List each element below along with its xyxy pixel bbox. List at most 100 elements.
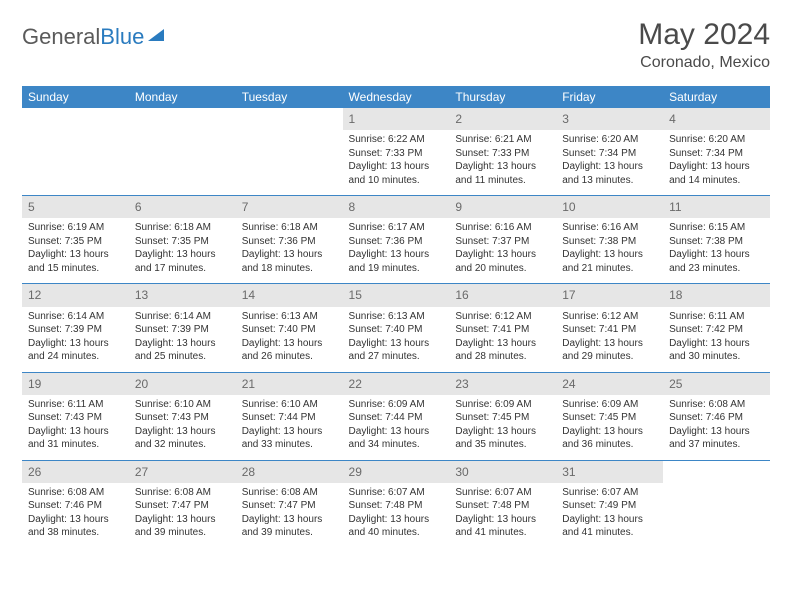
calendar-day-cell: 14Sunrise: 6:13 AMSunset: 7:40 PMDayligh… [236,284,343,372]
calendar-day-cell: 15Sunrise: 6:13 AMSunset: 7:40 PMDayligh… [343,284,450,372]
daylight-line: Daylight: 13 hours and 30 minutes. [669,337,764,364]
day-number: 27 [129,461,236,483]
calendar-day-cell: 30 Sunrise: 6:07 AMSunset: 7:48 PMDayligh… [449,460,556,548]
daylight-line: Daylight: 13 hours and 40 minutes. [349,513,444,540]
col-thursday: Thursday [449,86,556,108]
sunrise-line: Sunrise: 6:21 AM [455,133,550,147]
sunrise-line: Sunrise: 6:10 AM [242,398,337,412]
day-number: 5 [22,196,129,218]
daylight-line: Daylight: 13 hours and 37 minutes. [669,425,764,452]
daylight-line: Daylight: 13 hours and 11 minutes. [455,160,550,187]
sunset-line: Sunset: 7:41 PM [562,323,657,337]
sunset-line: Sunset: 7:39 PM [28,323,123,337]
calendar-day-cell: 28Sunrise: 6:08 AMSunset: 7:47 PMDayligh… [236,460,343,548]
logo: GeneralBlue [22,18,164,50]
day-number: 25 [663,373,770,395]
day-number: 30 [449,461,556,483]
calendar-day-cell: 5Sunrise: 6:19 AMSunset: 7:35 PMDaylight… [22,196,129,284]
day-number: 16 [449,284,556,306]
calendar-week-row: 1Sunrise: 6:22 AMSunset: 7:33 PMDaylight… [22,108,770,196]
logo-text: GeneralBlue [22,24,144,50]
daylight-line: Daylight: 13 hours and 33 minutes. [242,425,337,452]
daylight-line: Daylight: 13 hours and 31 minutes. [28,425,123,452]
sunrise-line: Sunrise: 6:12 AM [562,310,657,324]
calendar-day-cell: 18Sunrise: 6:11 AMSunset: 7:42 PMDayligh… [663,284,770,372]
daylight-line: Daylight: 13 hours and 21 minutes. [562,248,657,275]
day-number: 19 [22,373,129,395]
calendar-header-row: Sunday Monday Tuesday Wednesday Thursday… [22,86,770,108]
sunrise-line: Sunrise: 6:10 AM [135,398,230,412]
day-number: 3 [556,108,663,130]
daylight-line: Daylight: 13 hours and 13 minutes. [562,160,657,187]
day-number: 18 [663,284,770,306]
daylight-line: Daylight: 13 hours and 20 minutes. [455,248,550,275]
col-saturday: Saturday [663,86,770,108]
calendar-day-cell: 13Sunrise: 6:14 AMSunset: 7:39 PMDayligh… [129,284,236,372]
calendar-day-cell: 22Sunrise: 6:09 AMSunset: 7:44 PMDayligh… [343,372,450,460]
calendar-day-cell: 8Sunrise: 6:17 AMSunset: 7:36 PMDaylight… [343,196,450,284]
sunrise-line: Sunrise: 6:08 AM [28,486,123,500]
sunset-line: Sunset: 7:44 PM [349,411,444,425]
sunrise-line: Sunrise: 6:07 AM [562,486,657,500]
daylight-line: Daylight: 13 hours and 24 minutes. [28,337,123,364]
sunrise-line: Sunrise: 6:08 AM [242,486,337,500]
sunset-line: Sunset: 7:37 PM [455,235,550,249]
sunset-line: Sunset: 7:34 PM [669,147,764,161]
day-number: 17 [556,284,663,306]
sunrise-line: Sunrise: 6:18 AM [242,221,337,235]
logo-triangle-icon [148,29,164,41]
calendar-week-row: 26Sunrise: 6:08 AMSunset: 7:46 PMDayligh… [22,460,770,548]
page-title: May 2024 [638,18,770,52]
day-number: 24 [556,373,663,395]
calendar-body: 1Sunrise: 6:22 AMSunset: 7:33 PMDaylight… [22,108,770,548]
calendar-day-cell: 19Sunrise: 6:11 AMSunset: 7:43 PMDayligh… [22,372,129,460]
daylight-line: Daylight: 13 hours and 10 minutes. [349,160,444,187]
page-header: GeneralBlue May 2024 Coronado, Mexico [22,18,770,72]
daylight-line: Daylight: 13 hours and 39 minutes. [135,513,230,540]
calendar-day-cell: 29Sunrise: 6:07 AMSunset: 7:48 PMDayligh… [343,460,450,548]
sunset-line: Sunset: 7:36 PM [349,235,444,249]
calendar-day-cell [22,108,129,196]
sunrise-line: Sunrise: 6:20 AM [562,133,657,147]
col-monday: Monday [129,86,236,108]
sunset-line: Sunset: 7:42 PM [669,323,764,337]
sunrise-line: Sunrise: 6:20 AM [669,133,764,147]
col-wednesday: Wednesday [343,86,450,108]
day-number: 20 [129,373,236,395]
daylight-line: Daylight: 13 hours and 41 minutes. [455,513,550,540]
sunset-line: Sunset: 7:45 PM [455,411,550,425]
sunrise-line: Sunrise: 6:09 AM [562,398,657,412]
sunset-line: Sunset: 7:48 PM [455,499,550,513]
sunset-line: Sunset: 7:43 PM [28,411,123,425]
title-block: May 2024 Coronado, Mexico [638,18,770,72]
sunset-line: Sunset: 7:36 PM [242,235,337,249]
logo-word-1: General [22,24,100,49]
daylight-line: Daylight: 13 hours and 19 minutes. [349,248,444,275]
sunset-line: Sunset: 7:38 PM [562,235,657,249]
sunrise-line: Sunrise: 6:07 AM [455,486,550,500]
daylight-line: Daylight: 13 hours and 15 minutes. [28,248,123,275]
sunset-line: Sunset: 7:39 PM [135,323,230,337]
calendar-day-cell [129,108,236,196]
day-number: 10 [556,196,663,218]
day-number: 14 [236,284,343,306]
calendar-day-cell: 2Sunrise: 6:21 AMSunset: 7:33 PMDaylight… [449,108,556,196]
daylight-line: Daylight: 13 hours and 23 minutes. [669,248,764,275]
calendar-day-cell: 7Sunrise: 6:18 AMSunset: 7:36 PMDaylight… [236,196,343,284]
calendar-page: GeneralBlue May 2024 Coronado, Mexico Su… [0,0,792,548]
day-number [236,108,343,128]
calendar-day-cell: 4Sunrise: 6:20 AMSunset: 7:34 PMDaylight… [663,108,770,196]
sunset-line: Sunset: 7:38 PM [669,235,764,249]
sunset-line: Sunset: 7:47 PM [242,499,337,513]
calendar-day-cell: 6Sunrise: 6:18 AMSunset: 7:35 PMDaylight… [129,196,236,284]
daylight-line: Daylight: 13 hours and 39 minutes. [242,513,337,540]
calendar-day-cell: 17Sunrise: 6:12 AMSunset: 7:41 PMDayligh… [556,284,663,372]
calendar-day-cell: 26Sunrise: 6:08 AMSunset: 7:46 PMDayligh… [22,460,129,548]
day-number: 13 [129,284,236,306]
sunrise-line: Sunrise: 6:08 AM [135,486,230,500]
sunrise-line: Sunrise: 6:09 AM [455,398,550,412]
sunrise-line: Sunrise: 6:08 AM [669,398,764,412]
sunset-line: Sunset: 7:40 PM [349,323,444,337]
daylight-line: Daylight: 13 hours and 26 minutes. [242,337,337,364]
calendar-day-cell: 31Sunrise: 6:07 AMSunset: 7:49 PMDayligh… [556,460,663,548]
